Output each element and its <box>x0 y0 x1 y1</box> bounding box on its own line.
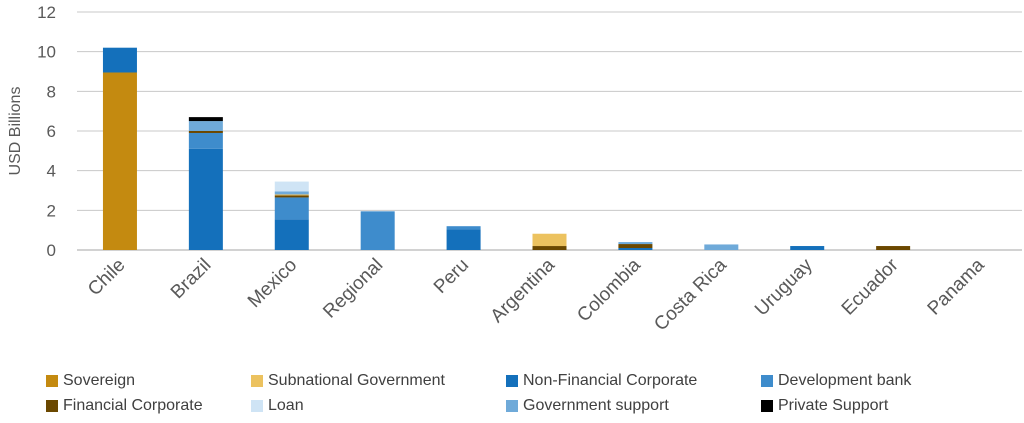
y-tick-label: 6 <box>47 122 56 141</box>
x-tick-label: Mexico <box>244 255 301 312</box>
legend-swatch <box>46 400 58 412</box>
bar-segment-argentina-subnational-government <box>532 233 567 247</box>
bar-segment-brazil-financial-corporate <box>188 131 223 133</box>
legend-label: Subnational Government <box>268 372 445 389</box>
legend-label: Development bank <box>778 372 912 389</box>
legend-swatch <box>506 400 518 412</box>
y-tick-label: 8 <box>47 82 56 101</box>
legend-item: Loan <box>251 397 506 415</box>
legend-swatch <box>251 375 263 387</box>
bar-segment-brazil-private-support <box>188 117 223 122</box>
legend-item: Sovereign <box>46 372 251 390</box>
legend-label: Sovereign <box>63 372 136 389</box>
bar-segment-mexico-subnational-government <box>274 194 309 196</box>
legend-label: Loan <box>268 397 304 414</box>
bar-segment-colombia-financial-corporate <box>618 244 653 249</box>
y-tick-label: 2 <box>47 201 56 220</box>
bar-segment-mexico-financial-corporate <box>274 195 309 198</box>
legend-item: Non-Financial Corporate <box>506 372 761 390</box>
y-tick-label: 4 <box>47 162 56 181</box>
bar-segment-costa-rica-government-support <box>704 244 739 250</box>
legend-label: Government support <box>523 397 669 414</box>
legend-swatch <box>46 375 58 387</box>
x-tick-label: Panama <box>924 254 989 319</box>
legend-item: Financial Corporate <box>46 397 251 415</box>
x-tick-label: Brazil <box>167 255 215 303</box>
y-tick-label: 10 <box>37 43 56 62</box>
legend-label: Private Support <box>778 397 889 414</box>
legend: Sovereign Subnational Government Non-Finan… <box>46 372 1006 415</box>
x-tick-label: Uruguay <box>751 254 817 320</box>
bar-segment-peru-development-bank <box>446 226 481 230</box>
legend-swatch <box>506 375 518 387</box>
x-tick-label: Peru <box>430 255 473 298</box>
bar-segment-colombia-non-financial-corporate <box>618 248 653 250</box>
legend-item: Government support <box>506 397 761 415</box>
bar-segment-mexico-non-financial-corporate <box>274 219 309 250</box>
bar-segment-brazil-government-support <box>188 121 223 131</box>
bar-segment-uruguay-non-financial-corporate <box>790 246 825 250</box>
x-tick-label: Chile <box>84 255 129 300</box>
legend-label: Non-Financial Corporate <box>523 372 698 389</box>
chart: 0 2 4 6 8 10 12 USD Billions Chile Brazil Mexico Re… <box>7 3 1022 335</box>
bar-segment-mexico-development-bank <box>274 197 309 220</box>
x-tick-label: Costa Rica <box>650 254 731 335</box>
legend-label: Financial Corporate <box>63 397 203 414</box>
bar-segment-brazil-development-bank <box>188 132 223 149</box>
legend-swatch <box>251 400 263 412</box>
bar-segment-mexico-government-support <box>274 191 309 195</box>
x-tick-label: Ecuador <box>838 254 903 319</box>
legend-swatch <box>761 400 773 412</box>
legend-item: Development bank <box>761 372 1006 390</box>
bar-segment-peru-non-financial-corporate <box>446 229 481 250</box>
bar-segment-chile-sovereign <box>102 72 137 250</box>
legend-swatch <box>761 375 773 387</box>
y-tick-label: 12 <box>37 3 56 22</box>
y-axis-label: USD Billions <box>7 87 24 176</box>
x-tick-label: Colombia <box>573 254 645 326</box>
bar-segment-brazil-non-financial-corporate <box>188 148 223 250</box>
legend-item: Private Support <box>761 397 1006 415</box>
bar-segment-mexico-loan <box>274 181 309 192</box>
x-tick-label: Regional <box>319 255 387 323</box>
y-tick-label: 0 <box>47 241 56 260</box>
bar-segment-regional-development-bank <box>360 211 395 250</box>
bar-segment-colombia-government-support <box>618 242 653 245</box>
bar-segment-ecuador-financial-corporate <box>876 246 911 250</box>
x-tick-label: Argentina <box>487 254 560 327</box>
legend-item: Subnational Government <box>251 372 506 390</box>
bar-segment-argentina-financial-corporate <box>532 246 567 250</box>
bar-segment-chile-non-financial-corporate <box>102 47 137 73</box>
